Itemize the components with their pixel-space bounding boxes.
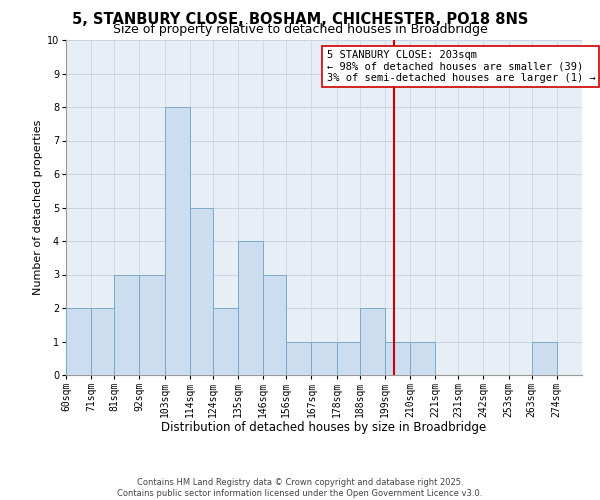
Bar	[532, 342, 557, 375]
Bar	[213, 308, 238, 375]
Y-axis label: Number of detached properties: Number of detached properties	[32, 120, 43, 295]
Bar	[164, 107, 190, 375]
Bar	[385, 342, 410, 375]
Bar	[337, 342, 359, 375]
Bar	[91, 308, 114, 375]
Text: Contains HM Land Registry data © Crown copyright and database right 2025.
Contai: Contains HM Land Registry data © Crown c…	[118, 478, 482, 498]
Bar	[359, 308, 385, 375]
Text: 5, STANBURY CLOSE, BOSHAM, CHICHESTER, PO18 8NS: 5, STANBURY CLOSE, BOSHAM, CHICHESTER, P…	[72, 12, 528, 28]
Bar	[311, 342, 337, 375]
Text: 5 STANBURY CLOSE: 203sqm
← 98% of detached houses are smaller (39)
3% of semi-de: 5 STANBURY CLOSE: 203sqm ← 98% of detach…	[326, 50, 595, 83]
Bar	[238, 241, 263, 375]
Bar	[139, 274, 164, 375]
Text: Size of property relative to detached houses in Broadbridge: Size of property relative to detached ho…	[113, 22, 487, 36]
Bar	[190, 208, 213, 375]
Bar	[286, 342, 311, 375]
X-axis label: Distribution of detached houses by size in Broadbridge: Distribution of detached houses by size …	[161, 422, 487, 434]
Bar	[263, 274, 286, 375]
Bar	[410, 342, 435, 375]
Bar	[114, 274, 139, 375]
Bar	[66, 308, 91, 375]
